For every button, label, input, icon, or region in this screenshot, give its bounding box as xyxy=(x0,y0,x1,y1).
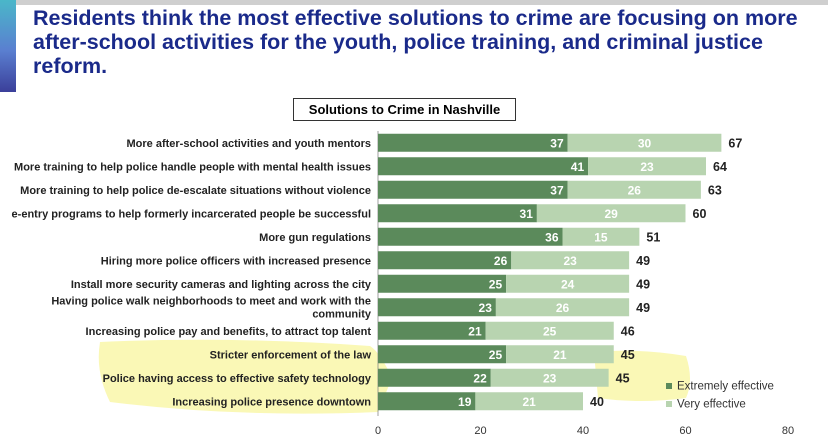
data-label-very: 15 xyxy=(594,230,608,244)
category-label-line: community xyxy=(312,308,372,320)
highlight-mark-left xyxy=(98,339,392,414)
chart-title: Solutions to Crime in Nashville xyxy=(293,98,516,121)
bar-very-effective xyxy=(588,157,706,176)
data-label-very: 26 xyxy=(628,183,642,197)
category-label: More training to help police handle peop… xyxy=(14,161,371,173)
category-label: More training to help police de-escalate… xyxy=(20,185,371,197)
bar-extremely-effective xyxy=(378,392,476,411)
x-tick-label: 60 xyxy=(679,425,691,436)
data-label-very: 21 xyxy=(523,395,537,409)
bar-extremely-effective xyxy=(378,321,486,340)
data-label-extremely: 19 xyxy=(458,395,472,409)
bar-very-effective xyxy=(536,204,686,223)
data-label-total: 45 xyxy=(621,348,635,362)
category-label: Having police walk neighborhoods to meet… xyxy=(51,295,372,320)
category-label: Hiring more police officers with increas… xyxy=(101,255,371,267)
bar-extremely-effective xyxy=(378,274,507,293)
bar-extremely-effective xyxy=(378,133,568,152)
legend-label: Extremely effective xyxy=(677,381,774,393)
data-label-extremely: 23 xyxy=(479,301,493,315)
highlighter-marks xyxy=(98,339,690,414)
category-label: Increasing police pay and benefits, to a… xyxy=(86,326,372,338)
bar-extremely-effective xyxy=(378,157,589,176)
data-label-very: 26 xyxy=(556,301,570,315)
data-label-total: 40 xyxy=(590,395,604,409)
x-tick-label: 0 xyxy=(375,425,381,436)
data-label-total: 67 xyxy=(728,136,742,150)
data-label-extremely: 31 xyxy=(520,207,534,221)
accent-bar xyxy=(0,0,16,92)
bar-extremely-effective xyxy=(378,298,496,317)
data-label-very: 23 xyxy=(564,254,578,268)
bar-very-effective xyxy=(485,321,614,340)
category-label: Stricter enforcement of the law xyxy=(210,349,372,361)
data-label-total: 63 xyxy=(708,183,722,197)
data-label-very: 30 xyxy=(638,136,652,150)
bar-very-effective xyxy=(475,392,583,411)
data-label-very: 29 xyxy=(605,207,619,221)
bar-extremely-effective xyxy=(378,180,568,199)
bar-very-effective xyxy=(506,274,630,293)
data-label-extremely: 25 xyxy=(489,348,503,362)
bar-very-effective xyxy=(562,227,640,246)
top-border xyxy=(0,0,828,5)
data-label-total: 51 xyxy=(646,230,660,244)
category-label: Increasing police presence downtown xyxy=(172,396,371,408)
x-tick-label: 20 xyxy=(474,425,486,436)
data-label-extremely: 22 xyxy=(473,371,487,385)
data-label-very: 23 xyxy=(543,371,557,385)
bar-very-effective xyxy=(495,298,630,317)
data-label-total: 49 xyxy=(636,254,650,268)
category-label: More gun regulations xyxy=(259,232,371,244)
bar-extremely-effective xyxy=(378,368,491,387)
category-label: Install more security cameras and lighti… xyxy=(71,279,372,291)
bar-very-effective xyxy=(490,368,609,387)
data-label-total: 49 xyxy=(636,301,650,315)
legend-swatch xyxy=(666,401,672,407)
bar-extremely-effective xyxy=(378,227,563,246)
data-label-very: 23 xyxy=(640,160,654,174)
data-label-extremely: 37 xyxy=(550,136,564,150)
data-label-total: 45 xyxy=(616,371,630,385)
data-label-total: 64 xyxy=(713,160,727,174)
data-label-very: 25 xyxy=(543,324,557,338)
data-label-extremely: 21 xyxy=(468,324,482,338)
bar-extremely-effective xyxy=(378,251,512,270)
category-label: e-entry programs to help formerly incarc… xyxy=(12,208,371,220)
data-label-total: 46 xyxy=(621,324,635,338)
bar-extremely-effective xyxy=(378,204,537,223)
x-tick-label: 80 xyxy=(782,425,794,436)
legend-label: Very effective xyxy=(677,399,746,411)
category-label: Police having access to effective safety… xyxy=(103,373,372,385)
bar-very-effective xyxy=(567,180,701,199)
data-label-extremely: 25 xyxy=(489,277,503,291)
x-tick-label: 40 xyxy=(577,425,589,436)
slide-headline: Residents think the most effective solut… xyxy=(33,6,798,78)
data-label-very: 21 xyxy=(553,348,567,362)
data-label-total: 60 xyxy=(693,207,707,221)
bar-very-effective xyxy=(506,345,614,364)
data-label-extremely: 37 xyxy=(550,183,564,197)
bar-very-effective xyxy=(567,133,722,152)
data-label-extremely: 41 xyxy=(571,160,585,174)
bar-extremely-effective xyxy=(378,345,507,364)
bar-very-effective xyxy=(511,251,630,270)
data-label-total: 49 xyxy=(636,277,650,291)
legend-swatch xyxy=(666,383,672,389)
data-label-extremely: 36 xyxy=(545,230,559,244)
category-label: More after-school activities and youth m… xyxy=(127,138,372,150)
data-label-very: 24 xyxy=(561,277,575,291)
data-label-extremely: 26 xyxy=(494,254,508,268)
category-label-line: Having police walk neighborhoods to meet… xyxy=(51,295,371,307)
